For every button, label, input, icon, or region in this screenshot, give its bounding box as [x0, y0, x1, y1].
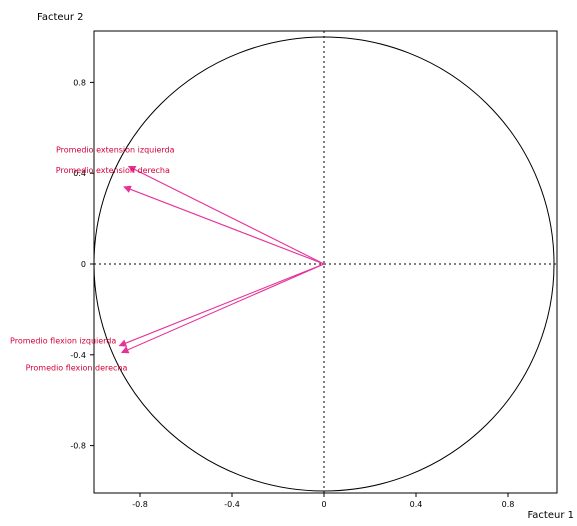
y-tick-label: 0.8	[73, 78, 86, 87]
x-tick-label: 0	[321, 500, 326, 509]
x-axis-ticks: -0.8 -0.4 0 0.4 0.8	[132, 493, 514, 509]
y-tick-label: -0.4	[70, 351, 86, 360]
vector-label: Promedio flexion izquierda	[10, 337, 116, 346]
vector-label: Promedio extension derecha	[56, 166, 170, 175]
x-tick-label: -0.8	[132, 500, 148, 509]
y-axis-ticks: 0.8 0.4 0 -0.4 -0.8	[70, 78, 94, 451]
vector-arrow	[120, 263, 325, 354]
vector-arrow	[118, 263, 325, 347]
x-tick-label: -0.4	[224, 500, 240, 509]
vector-arrow	[123, 185, 325, 265]
y-tick-label: 0	[81, 260, 86, 269]
vector-arrows	[118, 165, 325, 354]
vector-arrow	[127, 165, 325, 265]
vector-labels: Promedio extension izquierda Promedio ext…	[10, 145, 175, 372]
vector-label: Promedio extension izquierda	[56, 145, 175, 154]
y-tick-label: 0.4	[73, 169, 86, 178]
x-axis-label: Facteur 1	[527, 510, 574, 521]
y-axis-label: Facteur 2	[37, 12, 84, 23]
y-tick-label: -0.8	[70, 442, 86, 451]
x-tick-label: 0.8	[502, 500, 515, 509]
x-tick-label: 0.4	[410, 500, 423, 509]
zero-lines	[94, 31, 557, 493]
vector-label: Promedio flexion derecha	[26, 364, 128, 373]
